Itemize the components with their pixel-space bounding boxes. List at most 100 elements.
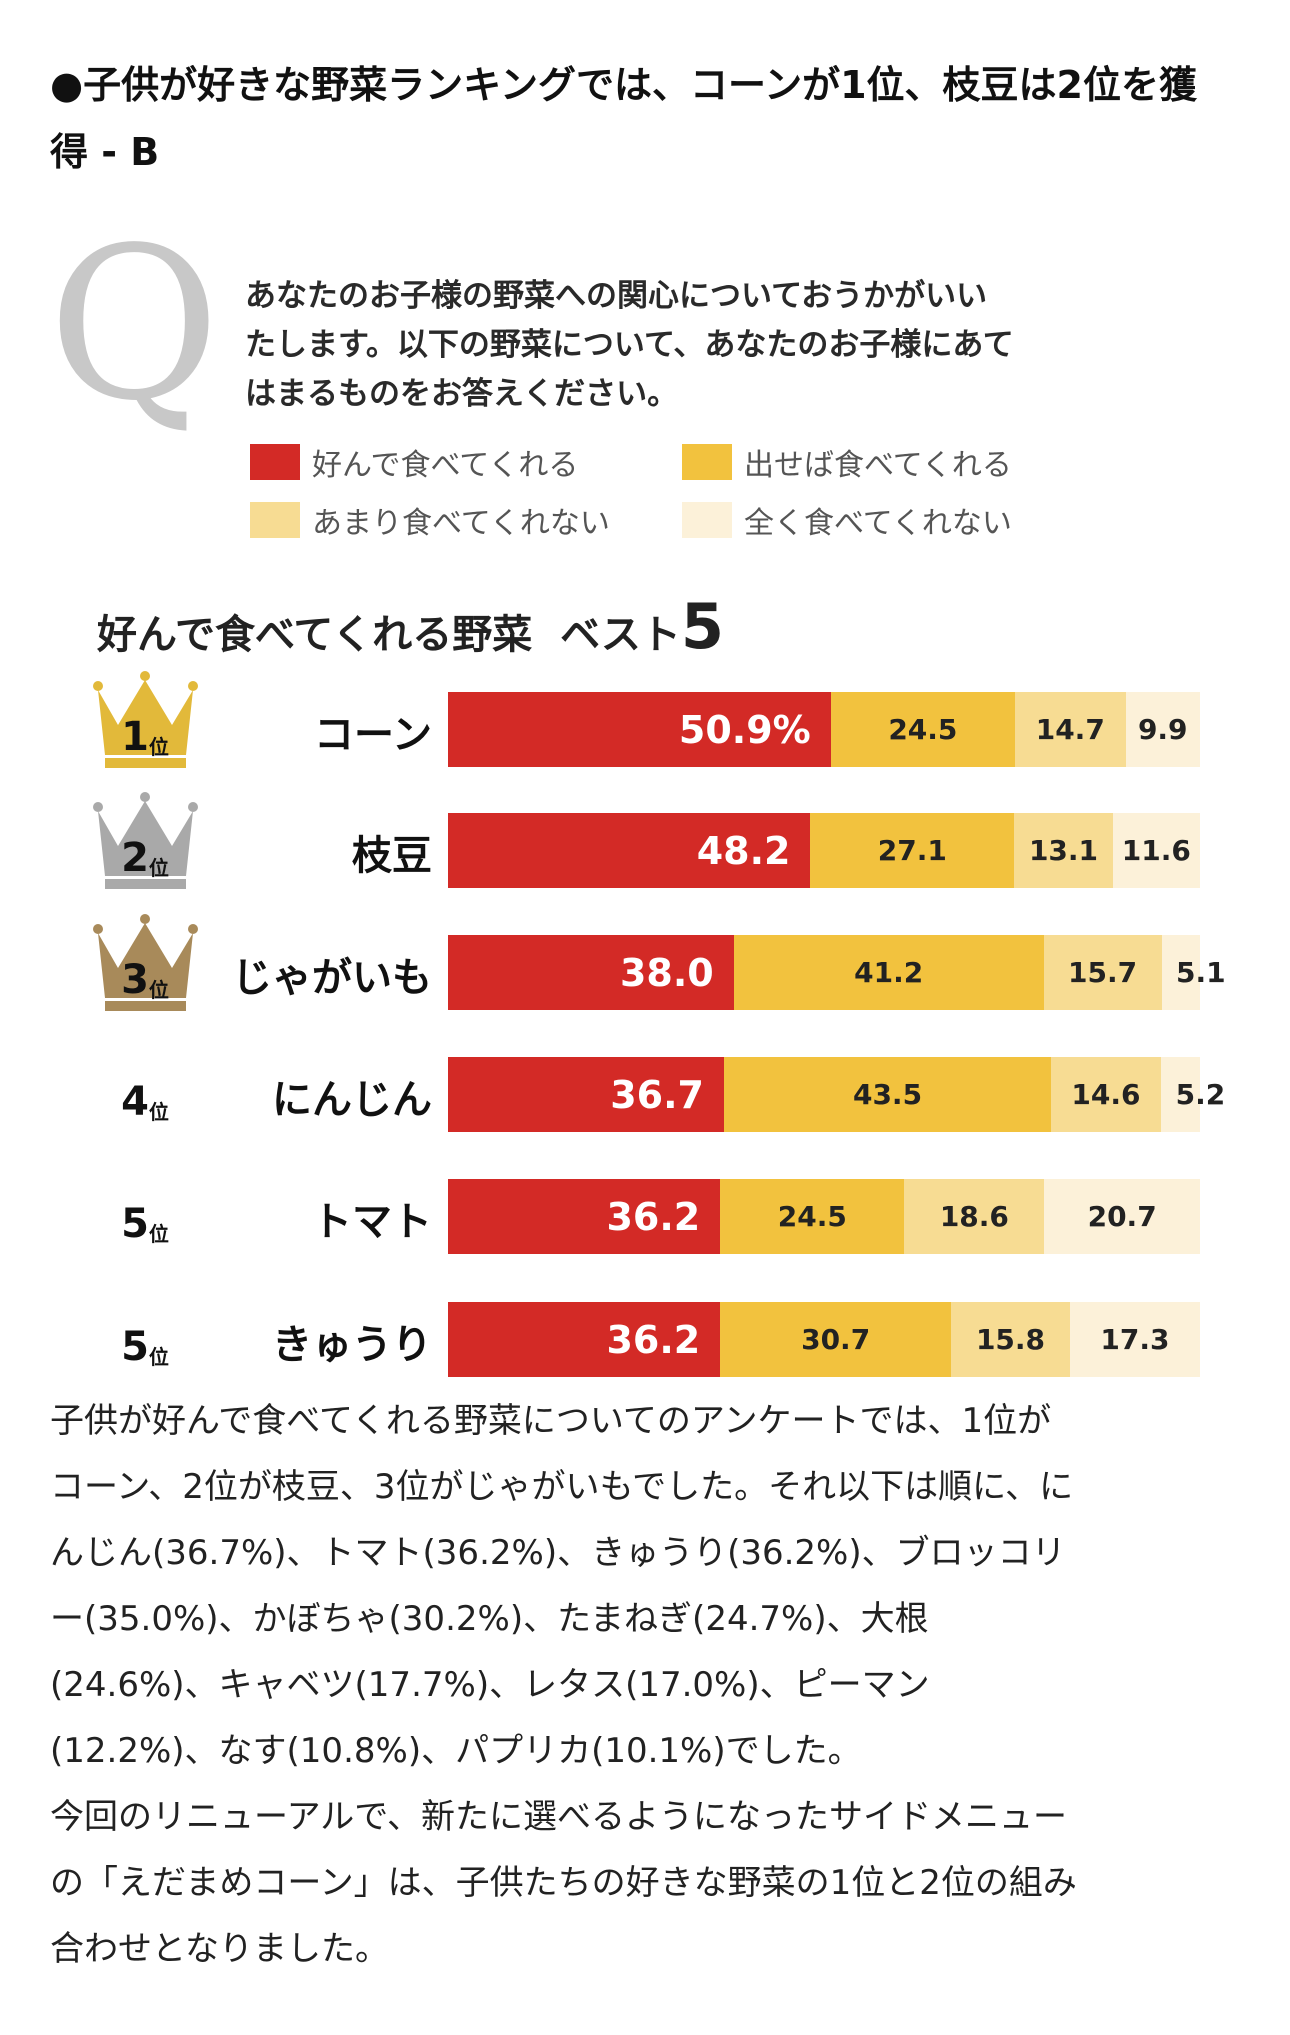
bar-segment-1: 41.2 <box>733 935 1044 1010</box>
category-label: にんじん <box>272 1077 432 1123</box>
legend-item: あまり食べてくれない <box>250 498 610 542</box>
bar-segment-3: 9.9 <box>1125 692 1200 767</box>
bar-segment-2: 14.7 <box>1015 692 1126 767</box>
rank-number: 3 <box>121 957 149 1003</box>
bar-segment-2: 15.7 <box>1043 935 1162 1010</box>
legend-swatch <box>250 444 300 480</box>
category-label: じゃがいも <box>232 955 432 1001</box>
data-label: 11.6 <box>1121 834 1191 867</box>
data-label: 48.2 <box>696 828 791 873</box>
stacked-bar: 38.0 41.2 15.7 5.1 <box>448 935 1226 1010</box>
bar-segment-2: 13.1 <box>1014 813 1113 888</box>
stacked-bar: 36.2 30.7 15.8 17.3 <box>448 1302 1200 1377</box>
question-line: たします。以下の野菜について、あなたのお子様にあて <box>245 327 1014 363</box>
data-label: 41.2 <box>854 956 924 989</box>
body-line: んじん(36.7%)、トマト(36.2%)、きゅうり(36.2%)、ブロッコリ <box>50 1533 1066 1573</box>
rank-number: 2 <box>121 835 149 881</box>
data-label: 36.7 <box>610 1072 704 1117</box>
bar-segment-1: 27.1 <box>810 813 1015 888</box>
stacked-bar: 36.7 43.5 14.6 5.2 <box>448 1057 1225 1132</box>
q-logo: Q <box>48 202 221 447</box>
stacked-bar: 48.2 27.1 13.1 11.6 <box>448 813 1200 888</box>
headline-line: ●子供が好きな野菜ランキングでは、コーンが1位、枝豆は2位を獲 <box>50 63 1198 107</box>
bar-segment-2: 15.8 <box>951 1302 1070 1377</box>
bar-segment-0: 36.7 <box>448 1057 724 1132</box>
crown-icon <box>93 792 198 889</box>
chart-row: 1 位 コーン 50.9% 24.5 14.7 9.9 <box>0 671 1290 768</box>
data-label: 24.5 <box>888 713 958 746</box>
bar-segment-2: 18.6 <box>904 1179 1045 1254</box>
bar-segment-0: 50.9% <box>448 692 831 767</box>
rank-suffix: 位 <box>148 856 169 880</box>
legend-item: 出せば食べてくれる <box>682 440 1012 484</box>
bar-segment-0: 36.2 <box>448 1302 721 1377</box>
data-label: 36.2 <box>606 1317 701 1362</box>
chart-row: 5 位 きゅうり 36.2 30.7 15.8 17.3 <box>0 1302 1290 1377</box>
legend-swatch <box>682 502 732 538</box>
legend-item: 全く食べてくれない <box>682 498 1012 542</box>
legend-swatch <box>682 444 732 480</box>
data-label: 36.2 <box>606 1194 701 1239</box>
rank-suffix: 位 <box>148 1345 169 1369</box>
chart-row: 4 位 にんじん 36.7 43.5 14.6 5.2 <box>0 1057 1290 1132</box>
rank-number: 4 <box>121 1079 149 1125</box>
data-label: 20.7 <box>1087 1200 1157 1233</box>
data-label: 24.5 <box>777 1200 847 1233</box>
legend-label: 出せば食べてくれる <box>744 448 1012 483</box>
chart-title-number: 5 <box>680 590 725 663</box>
question-line: はまるものをお答えください。 <box>245 376 679 412</box>
rank-number: 1 <box>121 714 149 760</box>
data-label: 27.1 <box>877 834 947 867</box>
legend-label: 好んで食べてくれる <box>312 448 579 483</box>
bar-segment-2: 14.6 <box>1051 1057 1161 1132</box>
legend-label: 全く食べてくれない <box>744 506 1012 541</box>
category-label: コーン <box>314 712 432 758</box>
body-line: 子供が好んで食べてくれる野菜についてのアンケートでは、1位が <box>50 1401 1052 1441</box>
data-label: 15.7 <box>1068 956 1138 989</box>
body-line: コーン、2位が枝豆、3位がじゃがいもでした。それ以下は順に、に <box>50 1467 1074 1507</box>
bar-segment-0: 36.2 <box>448 1179 721 1254</box>
data-label: 43.5 <box>852 1078 923 1111</box>
data-label: 30.7 <box>801 1323 871 1356</box>
body-line: (24.6%)、キャベツ(17.7%)、レタス(17.0%)、ピーマン <box>50 1665 930 1705</box>
body-line: ー(35.0%)、かぼちゃ(30.2%)、たまねぎ(24.7%)、大根 <box>50 1599 929 1639</box>
chart-title: 好んで食べてくれる野菜 ベスト5 <box>97 590 724 663</box>
question-line: あなたのお子様の野菜への関心についておうかがいい <box>245 278 988 314</box>
data-label: 9.9 <box>1137 713 1188 746</box>
headline-line: 得 - B <box>50 130 160 174</box>
stacked-bar: 36.2 24.5 18.6 20.7 <box>448 1179 1200 1254</box>
category-label: きゅうり <box>272 1322 432 1368</box>
rank-number: 5 <box>121 1324 149 1370</box>
crown-icon <box>93 671 198 768</box>
chart-row: 3 位じゃがいも 38.0 41.2 15.7 5.1 <box>0 914 1290 1011</box>
bar-segment-1: 30.7 <box>720 1302 952 1377</box>
bar-segment-0: 48.2 <box>448 813 811 888</box>
bar-segment-0: 38.0 <box>448 935 734 1010</box>
rank-suffix: 位 <box>148 1222 169 1246</box>
chart-row: 5 位 トマト 36.2 24.5 18.6 20.7 <box>0 1179 1290 1254</box>
legend-item: 好んで食べてくれる <box>250 440 578 484</box>
legend-label: あまり食べてくれない <box>312 506 610 541</box>
data-label: 14.7 <box>1035 713 1105 746</box>
bar-segment-3: 5.1 <box>1161 935 1226 1010</box>
headline: ●子供が好きな野菜ランキングでは、コーンが1位、枝豆は2位を獲 得 - B <box>50 52 1250 186</box>
data-label: 14.6 <box>1071 1078 1141 1111</box>
rank-suffix: 位 <box>148 978 169 1002</box>
body-line: (12.2%)、なす(10.8%)、パプリカ(10.1%)でした。 <box>50 1731 862 1771</box>
bar-segment-3: 5.2 <box>1160 1057 1225 1132</box>
bar-segment-1: 24.5 <box>720 1179 905 1254</box>
bar-segment-1: 43.5 <box>723 1057 1052 1132</box>
stacked-bar: 50.9% 24.5 14.7 9.9 <box>448 692 1200 767</box>
data-label: 5.1 <box>1176 956 1226 989</box>
body-line: の「えだまめコーン」は、子供たちの好きな野菜の1位と2位の組み <box>50 1863 1077 1903</box>
category-label: 枝豆 <box>352 833 432 879</box>
chart-title-suffix: ベスト <box>560 612 681 658</box>
data-label: 5.2 <box>1175 1078 1226 1111</box>
body-line: 今回のリニューアルで、新たに選べるようになったサイドメニュー <box>50 1797 1067 1837</box>
